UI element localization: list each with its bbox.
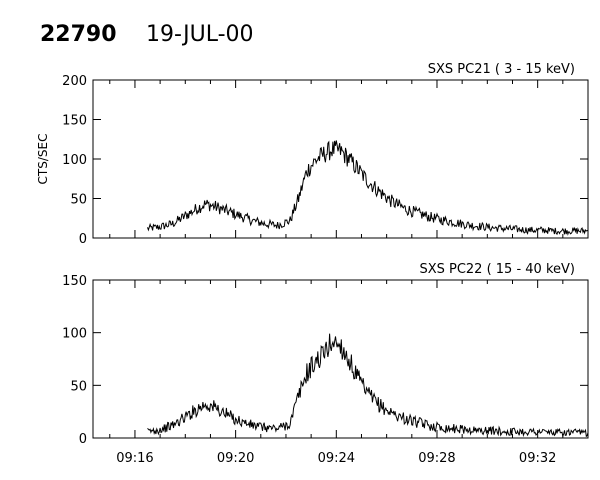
panel-pc22-frame — [92, 279, 589, 439]
panel-pc21-ytick-label: 100 — [62, 153, 87, 168]
panel-pc22-xtick-label: 09:32 — [519, 451, 556, 466]
panel-pc21-series-line — [147, 140, 589, 236]
panel-pc21-ytick-label: 200 — [62, 74, 87, 89]
panel-pc21-ytick-label: 50 — [70, 193, 87, 208]
panel-pc22-series-line — [147, 333, 589, 438]
panel-pc22: SXS PC22 ( 15 - 40 keV) 0 50 100 150 09:16 09… — [62, 262, 589, 466]
panel-pc21-title: SXS PC21 ( 3 - 15 keV) — [428, 62, 575, 77]
panel-pc22-xtick-label: 09:28 — [418, 451, 455, 466]
panel-pc21: SXS PC21 ( 3 - 15 keV) CTS/SEC 0 50 100 150… — [36, 62, 589, 247]
panel-pc22-ytick-label: 150 — [62, 274, 87, 289]
panel-pc22-xtick-label: 09:24 — [318, 451, 355, 466]
panel-pc22-xtick-label: 09:20 — [217, 451, 254, 466]
panel-pc22-ytick-label: 0 — [79, 432, 87, 447]
panel-pc21-ytick-label: 150 — [62, 114, 87, 129]
panel-pc22-title: SXS PC22 ( 15 - 40 keV) — [419, 262, 575, 277]
event-id-label: 22790 — [40, 22, 117, 47]
panel-pc21-ticks: 0 50 100 150 200 — [62, 74, 589, 247]
panel-pc22-ytick-label: 100 — [62, 327, 87, 342]
event-date-label: 19-JUL-00 — [146, 22, 254, 47]
panel-pc21-ylabel: CTS/SEC — [36, 134, 50, 185]
panel-pc22-ticks: 0 50 100 150 09:16 09:20 09:24 09:28 09:32 — [62, 274, 589, 466]
panel-pc22-ytick-label: 50 — [70, 379, 87, 394]
panel-pc22-xtick-label: 09:16 — [116, 451, 153, 466]
panel-pc21-ytick-label: 0 — [79, 232, 87, 247]
panel-pc21-frame — [92, 79, 589, 239]
